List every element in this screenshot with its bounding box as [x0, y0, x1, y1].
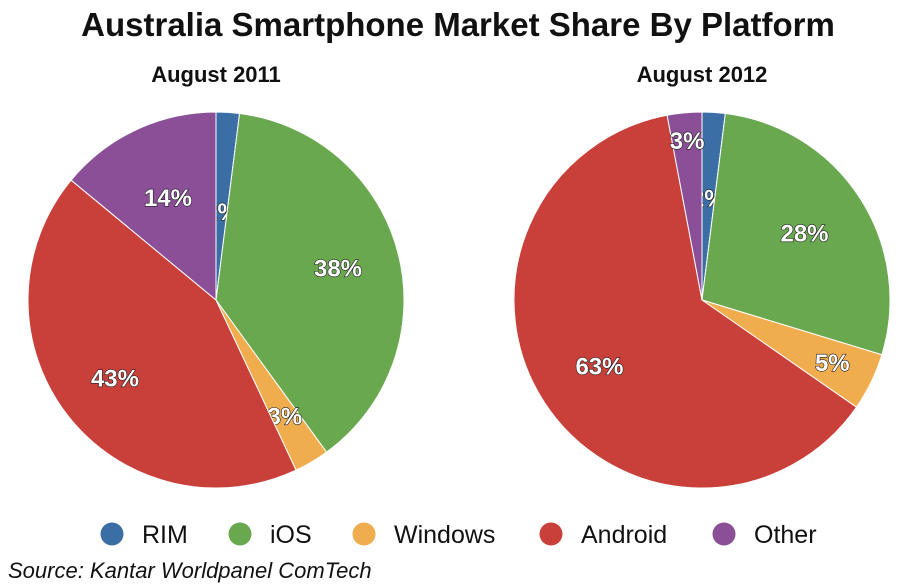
- legend-swatch-other: [712, 522, 736, 546]
- legend-item-rim: RIM: [100, 521, 188, 549]
- legend: RIM iOS Windows Android Other: [100, 521, 817, 549]
- slice-label-windows: 5%: [815, 350, 850, 377]
- legend-swatch-ios: [228, 522, 252, 546]
- slice-label-ios: 38%: [314, 256, 362, 283]
- legend-label-other: Other: [754, 521, 817, 549]
- legend-label-ios: iOS: [270, 521, 312, 549]
- slice-label-other: 14%: [144, 185, 192, 212]
- legend-item-ios: iOS: [228, 521, 312, 549]
- pie-slice-other: [666, 111, 703, 301]
- pie-slice-android: [27, 179, 297, 489]
- legend-label-rim: RIM: [142, 521, 188, 549]
- legend-item-windows: Windows: [352, 521, 495, 549]
- legend-swatch-android: [539, 522, 563, 546]
- legend-label-android: Android: [581, 521, 667, 549]
- legend-label-windows: Windows: [394, 521, 495, 549]
- pie-slice-android: [513, 114, 858, 489]
- pie-title: August 2012: [637, 62, 768, 87]
- legend-item-android: Android: [539, 521, 667, 549]
- source-note: Source: Kantar Worldpanel ComTech: [8, 558, 372, 583]
- pie-title: August 2011: [151, 62, 281, 87]
- legend-swatch-windows: [352, 522, 376, 546]
- chart-title: Australia Smartphone Market Share By Pla…: [81, 6, 835, 43]
- pie-slice-ios: [701, 112, 891, 356]
- slice-label-other: 3%: [670, 128, 705, 155]
- slice-label-ios: 28%: [780, 220, 828, 247]
- legend-item-other: Other: [712, 521, 817, 549]
- slice-label-android: 43%: [91, 365, 139, 392]
- pie-slice-other: [70, 111, 217, 302]
- slice-label-android: 63%: [575, 354, 623, 381]
- pie-slice-ios: [215, 112, 405, 453]
- legend-swatch-rim: [100, 522, 124, 546]
